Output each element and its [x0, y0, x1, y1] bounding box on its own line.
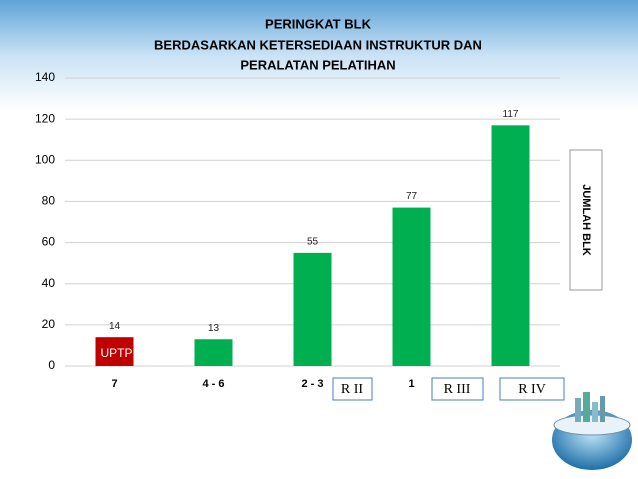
bar	[293, 252, 332, 366]
y-tick-label: 120	[35, 111, 55, 125]
bar	[392, 207, 431, 366]
value-label: 55	[307, 236, 319, 247]
chart-title: PERALATAN PELATIHAN	[240, 57, 395, 72]
chart-title: BERDASARKAN KETERSEDIAAN INSTRUKTUR DAN	[154, 37, 482, 52]
bar	[194, 339, 233, 366]
header-gradient	[0, 0, 638, 110]
chart-title: PERINGKAT BLK	[265, 16, 372, 31]
annotation: UPTP	[100, 346, 132, 360]
value-label: 77	[406, 191, 418, 202]
globe-icon	[552, 392, 632, 470]
y-tick-label: 100	[35, 152, 55, 166]
y-tick-label: 0	[48, 358, 55, 372]
annotation-box	[332, 377, 373, 401]
y-tick-label: 140	[35, 70, 55, 84]
annotation: R III	[444, 382, 471, 397]
x-tick-label: 4 - 6	[202, 378, 224, 390]
annotation-box	[431, 377, 484, 401]
x-tick-label: 1	[408, 378, 414, 390]
y-axis-label: JUMLAH BLK	[580, 184, 592, 256]
value-label: 117	[503, 109, 519, 120]
value-label: 13	[208, 323, 220, 334]
annotation-box	[499, 377, 565, 401]
y-label-box	[569, 149, 603, 291]
annotation: R IV	[518, 382, 546, 397]
bar	[95, 337, 134, 366]
annotation: R II	[341, 382, 364, 397]
y-tick-label: 40	[42, 276, 56, 290]
y-tick-label: 60	[42, 235, 56, 249]
x-tick-label: 2 - 3	[301, 378, 323, 390]
value-label: 14	[109, 321, 121, 332]
y-tick-label: 80	[42, 194, 56, 208]
x-tick-label: 7	[111, 378, 117, 390]
y-tick-label: 20	[42, 317, 56, 331]
bar	[491, 125, 530, 366]
